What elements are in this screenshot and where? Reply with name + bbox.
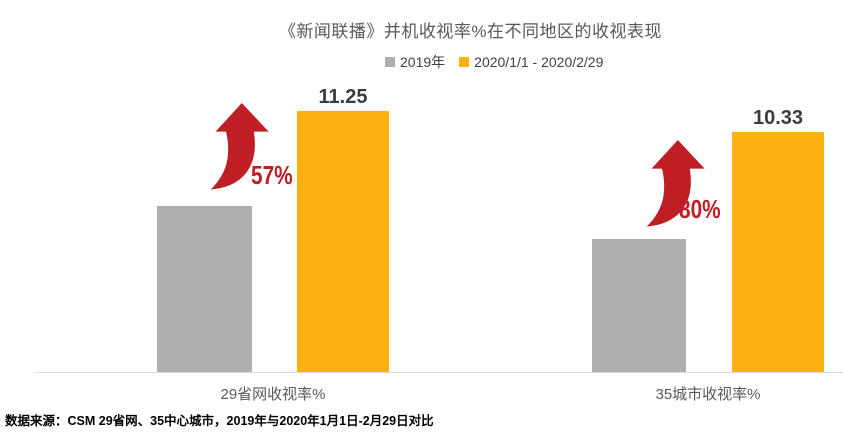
growth-percent-label-29province: 57%	[251, 160, 293, 190]
value-label-35city: 10.33	[752, 107, 804, 129]
legend-item-2020: 2020/1/1 - 2020/2/29	[459, 54, 603, 70]
legend-swatch-2019-icon	[385, 57, 395, 67]
legend: 2019年 2020/1/1 - 2020/2/29	[385, 52, 603, 72]
source-note: 数据来源：CSM 29省网、35中心城市，2019年与2020年1月1日-2月2…	[5, 414, 434, 428]
value-label-29province: 11.25	[318, 86, 368, 108]
category-label-29province: 29省网收视率%	[220, 386, 326, 403]
growth-arrow-icon	[646, 139, 705, 227]
chart-title: 《新闻联播》并机收视率%在不同地区的收视表现	[278, 22, 663, 41]
bar-2020-35city	[732, 132, 824, 372]
x-axis-line	[35, 372, 843, 373]
legend-label-2019: 2019年	[400, 54, 446, 70]
bar-2020-29province	[297, 111, 389, 372]
legend-label-2020: 2020/1/1 - 2020/2/29	[474, 54, 604, 70]
bar-2019-35city	[592, 239, 686, 372]
legend-item-2019: 2019年	[385, 52, 445, 72]
growth-arrow-icon	[210, 102, 269, 190]
category-label-35city: 35城市收视率%	[655, 386, 761, 403]
growth-percent-label-35city: 80%	[679, 194, 721, 224]
legend-swatch-2020-icon	[459, 57, 470, 67]
bar-2019-29province	[157, 206, 252, 372]
